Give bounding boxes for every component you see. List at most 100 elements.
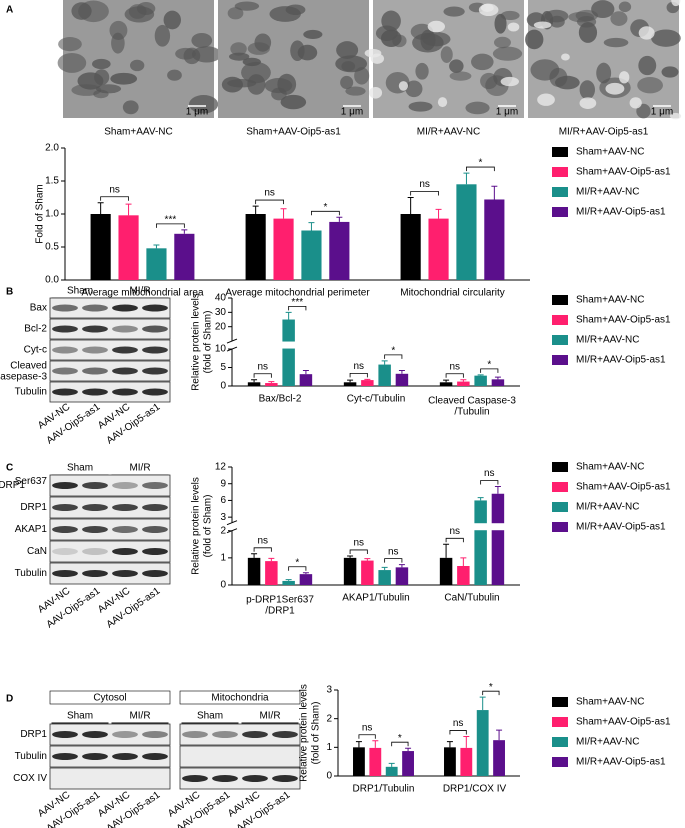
error-bar: [407, 197, 414, 214]
y-tick-label: 0: [220, 381, 226, 392]
legend-label: Sham+AAV-Oip5-as1: [576, 167, 671, 178]
mitochondrion: [637, 77, 663, 94]
bar: [282, 580, 295, 585]
mitochondrion: [392, 34, 407, 48]
section-label: Cytosol: [93, 693, 126, 704]
significance-bracket: [410, 191, 439, 196]
error-bar: [347, 379, 354, 383]
blot-frame: [49, 318, 171, 340]
x-tick-label: Mitochondrial circularity: [400, 288, 504, 299]
blot-frame: [49, 745, 171, 768]
x-tick-label: DRP1/Tubulin: [353, 784, 415, 795]
error-bar: [398, 369, 405, 374]
bar: [491, 493, 505, 585]
error-bar: [443, 379, 450, 383]
significance-label: ns: [449, 526, 460, 537]
band: [82, 731, 108, 738]
vacuole: [427, 20, 446, 33]
x-tick-label: AKAP1/Tubulin: [342, 593, 409, 604]
legend-label: Sham+AAV-NC: [576, 147, 644, 158]
mitochondrion: [336, 41, 359, 59]
x-tick-label: Cleaved Caspase-3/Tubulin: [428, 395, 516, 417]
band: [112, 325, 138, 333]
y-tick-label: 10: [215, 344, 227, 355]
significance-label: ns: [353, 361, 364, 372]
blot-frame: [49, 496, 171, 519]
significance-bracket: [445, 373, 464, 378]
band: [142, 570, 168, 577]
mitochondrion: [471, 53, 494, 71]
y-axis-label: (fold of Sham): [203, 495, 214, 558]
significance-label: *: [295, 557, 299, 568]
band: [82, 526, 108, 533]
error-bar: [268, 381, 275, 384]
significance-label: ns: [388, 546, 399, 557]
y-tick-label: 40: [215, 293, 227, 304]
y-tick-label: 1.0: [45, 209, 59, 220]
vacuole: [370, 53, 385, 64]
legend-label: MI/R+AAV-NC: [576, 737, 639, 748]
significance-label: *: [398, 733, 402, 744]
mitochondrion: [525, 29, 544, 50]
band: [82, 325, 108, 333]
band: [142, 367, 168, 375]
error-bar: [347, 555, 354, 558]
error-bar: [251, 379, 258, 383]
band: [82, 388, 108, 396]
mitochondrion: [163, 10, 181, 30]
mitochondrion: [341, 61, 356, 72]
legend-label: MI/R+AAV-NC: [576, 187, 639, 198]
band: [52, 731, 78, 738]
blot-frame: [49, 723, 171, 746]
band: [212, 775, 238, 782]
legend-label: Sham+AAV-Oip5-as1: [576, 482, 671, 493]
y-axis-label: (fold of Sham): [311, 702, 322, 765]
legend-label: Sham+AAV-NC: [576, 697, 644, 708]
micrograph-caption: Sham+AAV-NC: [104, 127, 172, 138]
scale-label: 1 μm: [341, 107, 363, 118]
legend-swatch: [552, 717, 568, 727]
mitochondrion: [578, 22, 598, 43]
significance-label: *: [478, 158, 482, 169]
bar: [90, 214, 111, 280]
group-label: Sham: [67, 463, 93, 474]
significance-bracket: [100, 196, 129, 201]
bar: [301, 230, 322, 280]
error-bar: [285, 311, 292, 320]
significance-bracket: [480, 480, 499, 485]
section-label: Mitochondria: [211, 693, 269, 704]
band: [82, 504, 108, 511]
scale-label: 1 μm: [651, 107, 673, 118]
legend-swatch: [552, 315, 568, 325]
mitochondrion: [167, 69, 182, 81]
bar: [343, 382, 357, 386]
legend-swatch: [552, 462, 568, 472]
blot-frame: [49, 562, 171, 585]
significance-label: ***: [291, 297, 303, 308]
bar: [395, 567, 409, 585]
error-bar: [494, 376, 501, 380]
significance-label: ns: [353, 538, 364, 549]
legend-swatch: [552, 335, 568, 345]
mitochondrion: [415, 62, 429, 80]
band: [112, 504, 138, 511]
bar: [329, 221, 350, 280]
mitochondrion: [191, 32, 213, 48]
mitochondrion: [234, 1, 260, 11]
mitochondrion: [405, 80, 423, 98]
y-tick-label: 0.0: [45, 275, 59, 286]
band: [52, 482, 78, 489]
panel-label: B: [6, 287, 13, 298]
band: [52, 753, 78, 760]
band: [112, 753, 138, 760]
mitochondrion: [271, 87, 287, 101]
blot-frame: [49, 381, 171, 403]
group-label: Sham: [67, 711, 93, 722]
micrograph-caption: MI/R+AAV-Oip5-as1: [559, 127, 649, 138]
band: [272, 775, 298, 782]
band: [142, 731, 168, 738]
mitochondrion: [568, 11, 595, 23]
micrograph: 1 μm: [525, 0, 682, 120]
error-bar: [463, 735, 470, 748]
